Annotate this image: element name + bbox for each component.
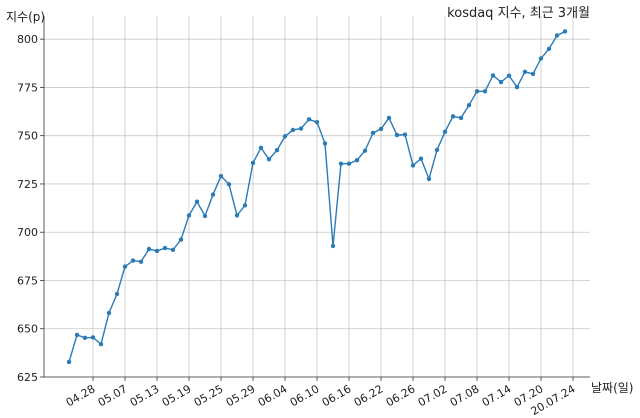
data-point bbox=[394, 132, 400, 138]
data-point bbox=[450, 114, 456, 119]
data-point bbox=[346, 161, 352, 166]
y-tick-label: 700 bbox=[17, 226, 38, 239]
data-point bbox=[74, 332, 80, 338]
data-point bbox=[162, 245, 168, 251]
data-point bbox=[210, 192, 216, 197]
data-point bbox=[482, 89, 488, 94]
y-tick-label: 650 bbox=[17, 323, 38, 336]
data-point bbox=[226, 182, 232, 187]
grid bbox=[44, 16, 590, 378]
x-tick-label: 05.07 bbox=[96, 382, 130, 409]
data-point bbox=[282, 134, 288, 139]
x-tick-label: 04.28 bbox=[64, 382, 98, 409]
data-point bbox=[458, 115, 464, 121]
y-tick-label: 675 bbox=[17, 274, 38, 287]
data-point bbox=[122, 264, 128, 269]
data-point bbox=[474, 89, 480, 94]
y-tick-label: 750 bbox=[17, 130, 38, 143]
data-point bbox=[490, 73, 496, 78]
y-tick-label: 775 bbox=[17, 81, 38, 94]
x-tick-label: 05.29 bbox=[224, 382, 258, 409]
chart-title: kosdaq 지수, 최근 3개월 bbox=[447, 6, 590, 21]
data-point bbox=[130, 258, 136, 263]
data-point bbox=[298, 126, 304, 131]
data-point bbox=[378, 126, 384, 132]
data-point bbox=[562, 29, 568, 34]
data-point bbox=[554, 33, 560, 38]
data-point bbox=[434, 147, 440, 153]
data-point bbox=[314, 119, 320, 125]
series-line bbox=[66, 29, 568, 365]
data-point bbox=[82, 335, 88, 341]
y-tick-label: 625 bbox=[17, 371, 38, 384]
data-point bbox=[90, 335, 96, 340]
data-point bbox=[354, 158, 360, 163]
data-point bbox=[410, 163, 416, 168]
data-point bbox=[218, 173, 224, 179]
data-point bbox=[242, 203, 248, 208]
data-point bbox=[466, 102, 472, 108]
x-tick-label: 06.10 bbox=[288, 382, 322, 409]
x-axis-title: 날짜(일) bbox=[591, 381, 633, 395]
y-axis-title: 지수(p) bbox=[6, 10, 45, 24]
data-point bbox=[514, 84, 520, 90]
data-point bbox=[290, 127, 296, 133]
y-tick-label: 800 bbox=[17, 33, 38, 46]
data-point bbox=[522, 69, 528, 74]
data-point bbox=[306, 117, 312, 122]
data-point bbox=[114, 291, 120, 297]
data-point bbox=[154, 248, 160, 254]
data-point bbox=[234, 213, 240, 218]
data-point bbox=[106, 310, 112, 316]
data-point bbox=[250, 160, 256, 166]
x-tick-label: 05.13 bbox=[128, 382, 162, 409]
data-point bbox=[426, 176, 432, 182]
x-tick-labels: 04.2805.0705.1305.1905.2505.2906.0406.10… bbox=[64, 377, 578, 418]
data-point bbox=[442, 129, 448, 135]
data-point bbox=[538, 56, 544, 61]
x-tick-label: 07.14 bbox=[480, 382, 514, 409]
data-point bbox=[362, 148, 368, 153]
data-point bbox=[266, 157, 272, 162]
data-point bbox=[322, 141, 328, 146]
data-point bbox=[498, 79, 504, 85]
data-point bbox=[194, 199, 200, 204]
data-point bbox=[146, 246, 152, 252]
data-point bbox=[370, 130, 376, 136]
x-tick-label: 05.25 bbox=[192, 382, 226, 409]
data-point bbox=[546, 46, 552, 52]
data-point bbox=[170, 247, 176, 252]
x-tick-label: 07.02 bbox=[416, 382, 450, 409]
data-point bbox=[506, 73, 512, 78]
data-point bbox=[258, 145, 264, 151]
data-point bbox=[402, 132, 408, 137]
data-point bbox=[530, 71, 536, 77]
x-tick-label: 06.04 bbox=[256, 382, 290, 409]
y-tick-label: 725 bbox=[17, 178, 38, 191]
data-point bbox=[274, 147, 280, 153]
data-point bbox=[202, 213, 208, 219]
data-point bbox=[386, 115, 392, 121]
data-point bbox=[338, 161, 344, 166]
data-point bbox=[98, 341, 104, 347]
data-point bbox=[178, 237, 184, 242]
x-tick-label: 06.26 bbox=[384, 382, 418, 409]
data-point bbox=[330, 243, 336, 249]
y-tick-labels: 625 650 675 700 725 750 775 800 bbox=[17, 33, 44, 384]
x-tick-label: 05.19 bbox=[160, 382, 194, 409]
data-point bbox=[66, 359, 72, 365]
x-tick-label: 06.16 bbox=[320, 382, 354, 409]
x-tick-label: 07.08 bbox=[448, 382, 482, 409]
data-point bbox=[418, 156, 424, 161]
x-tick-label: 06.22 bbox=[352, 382, 386, 409]
data-point bbox=[186, 213, 192, 218]
data-point bbox=[138, 259, 144, 264]
